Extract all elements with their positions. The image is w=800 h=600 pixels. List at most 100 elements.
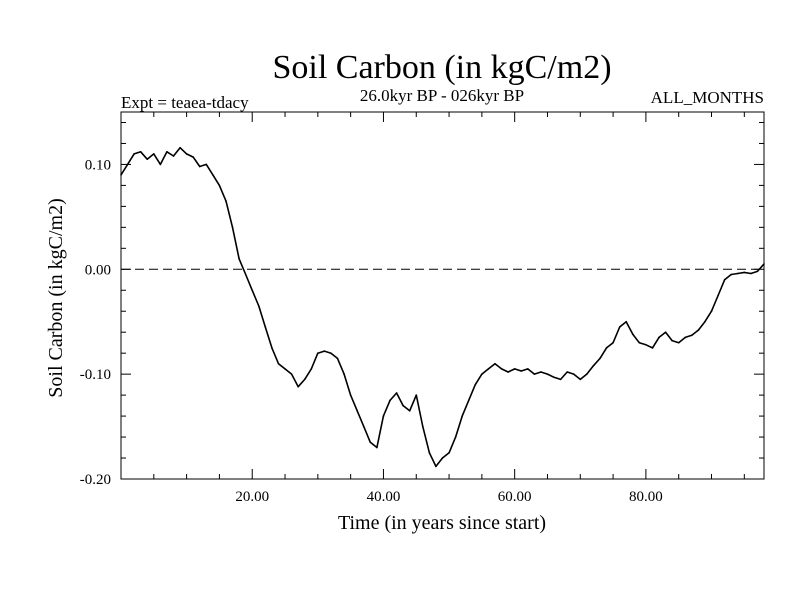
data-point [618, 326, 621, 328]
data-point [126, 163, 129, 166]
data-point [310, 368, 313, 370]
data-point [120, 174, 122, 176]
data-point [369, 441, 372, 444]
data-point [422, 425, 424, 428]
data-point [205, 163, 208, 166]
data-point [389, 399, 391, 402]
y-tick-label: 0.00 [85, 262, 111, 278]
data-point [691, 334, 693, 337]
data-point [343, 373, 345, 375]
data-point [192, 156, 194, 158]
data-point [546, 373, 549, 375]
data-point [736, 272, 739, 275]
data-point [349, 394, 352, 396]
data-point [651, 347, 654, 349]
months-label: ALL_MONTHS [651, 88, 764, 107]
data-point [303, 378, 306, 381]
data-point [526, 368, 529, 370]
data-point [717, 294, 719, 297]
data-point [317, 352, 319, 354]
data-point [461, 415, 463, 417]
plot-frame [120, 111, 765, 480]
data-point [185, 153, 188, 155]
data-point [612, 341, 614, 344]
data-point [244, 273, 247, 276]
data-point [231, 226, 234, 229]
data-point [159, 163, 162, 166]
data-point [730, 273, 732, 276]
data-point [395, 392, 398, 394]
data-point [586, 373, 588, 375]
data-point [677, 341, 680, 344]
data-point [448, 451, 450, 454]
y-axis-label: Soil Carbon (in kgC/m2) [45, 198, 67, 397]
data-point [540, 371, 542, 373]
data-point [225, 200, 227, 202]
data-point [467, 399, 470, 402]
chart-subtitle: 26.0kyr BP - 026kyr BP [360, 86, 524, 105]
data-point [605, 347, 608, 349]
data-point [376, 446, 378, 449]
data-point [513, 368, 516, 370]
data-point [277, 362, 280, 365]
data-point [166, 151, 168, 153]
data-point [710, 310, 713, 313]
data-point [172, 155, 175, 157]
data-point [625, 320, 628, 323]
experiment-label: Expt = teaea-tdacy [121, 93, 249, 112]
data-point [257, 305, 260, 307]
y-tick-label: -0.10 [80, 367, 111, 383]
data-point [284, 368, 286, 370]
y-tick-label: -0.20 [80, 472, 111, 488]
data-point [697, 329, 700, 331]
data-point [408, 410, 411, 412]
data-point [290, 373, 293, 375]
data-point [454, 436, 457, 438]
data-point [763, 263, 765, 265]
data-point [756, 270, 759, 273]
data-point [750, 272, 752, 275]
x-tick-label: 20.00 [235, 489, 269, 505]
data-point [572, 373, 575, 375]
data-point [218, 184, 221, 187]
data-point [671, 339, 673, 342]
data-point [664, 331, 667, 334]
data-point [631, 333, 634, 336]
data-point [198, 165, 201, 168]
data-point [139, 151, 142, 153]
data-point [723, 278, 726, 281]
data-point [743, 271, 746, 274]
data-point [356, 410, 359, 412]
data-point [238, 258, 240, 260]
data-point [330, 352, 332, 354]
data-point [146, 158, 149, 160]
data-point [133, 153, 135, 155]
data-point [435, 465, 437, 468]
data-point [441, 457, 444, 459]
data-point [481, 373, 483, 375]
data-point [500, 368, 503, 370]
data-point [179, 146, 181, 149]
data-point [553, 376, 555, 379]
data-point [428, 451, 431, 454]
data-point [297, 385, 299, 388]
data-point [264, 326, 267, 328]
data-point [533, 373, 536, 375]
x-axis-label: Time (in years since start) [338, 512, 546, 534]
data-point [487, 368, 490, 370]
data-point [474, 383, 477, 386]
data-point [336, 357, 339, 360]
data-point [271, 347, 273, 349]
data-point [599, 357, 601, 360]
y-tick-label: 0.10 [85, 157, 111, 173]
data-point [415, 394, 418, 396]
data-point [579, 378, 582, 381]
series-line-soil_carbon [120, 146, 765, 468]
x-tick-label: 60.00 [498, 489, 532, 505]
chart-title: Soil Carbon (in kgC/m2) [272, 49, 611, 86]
data-point [684, 336, 687, 339]
data-point [402, 404, 404, 407]
data-point [658, 336, 660, 339]
data-point [362, 425, 365, 428]
